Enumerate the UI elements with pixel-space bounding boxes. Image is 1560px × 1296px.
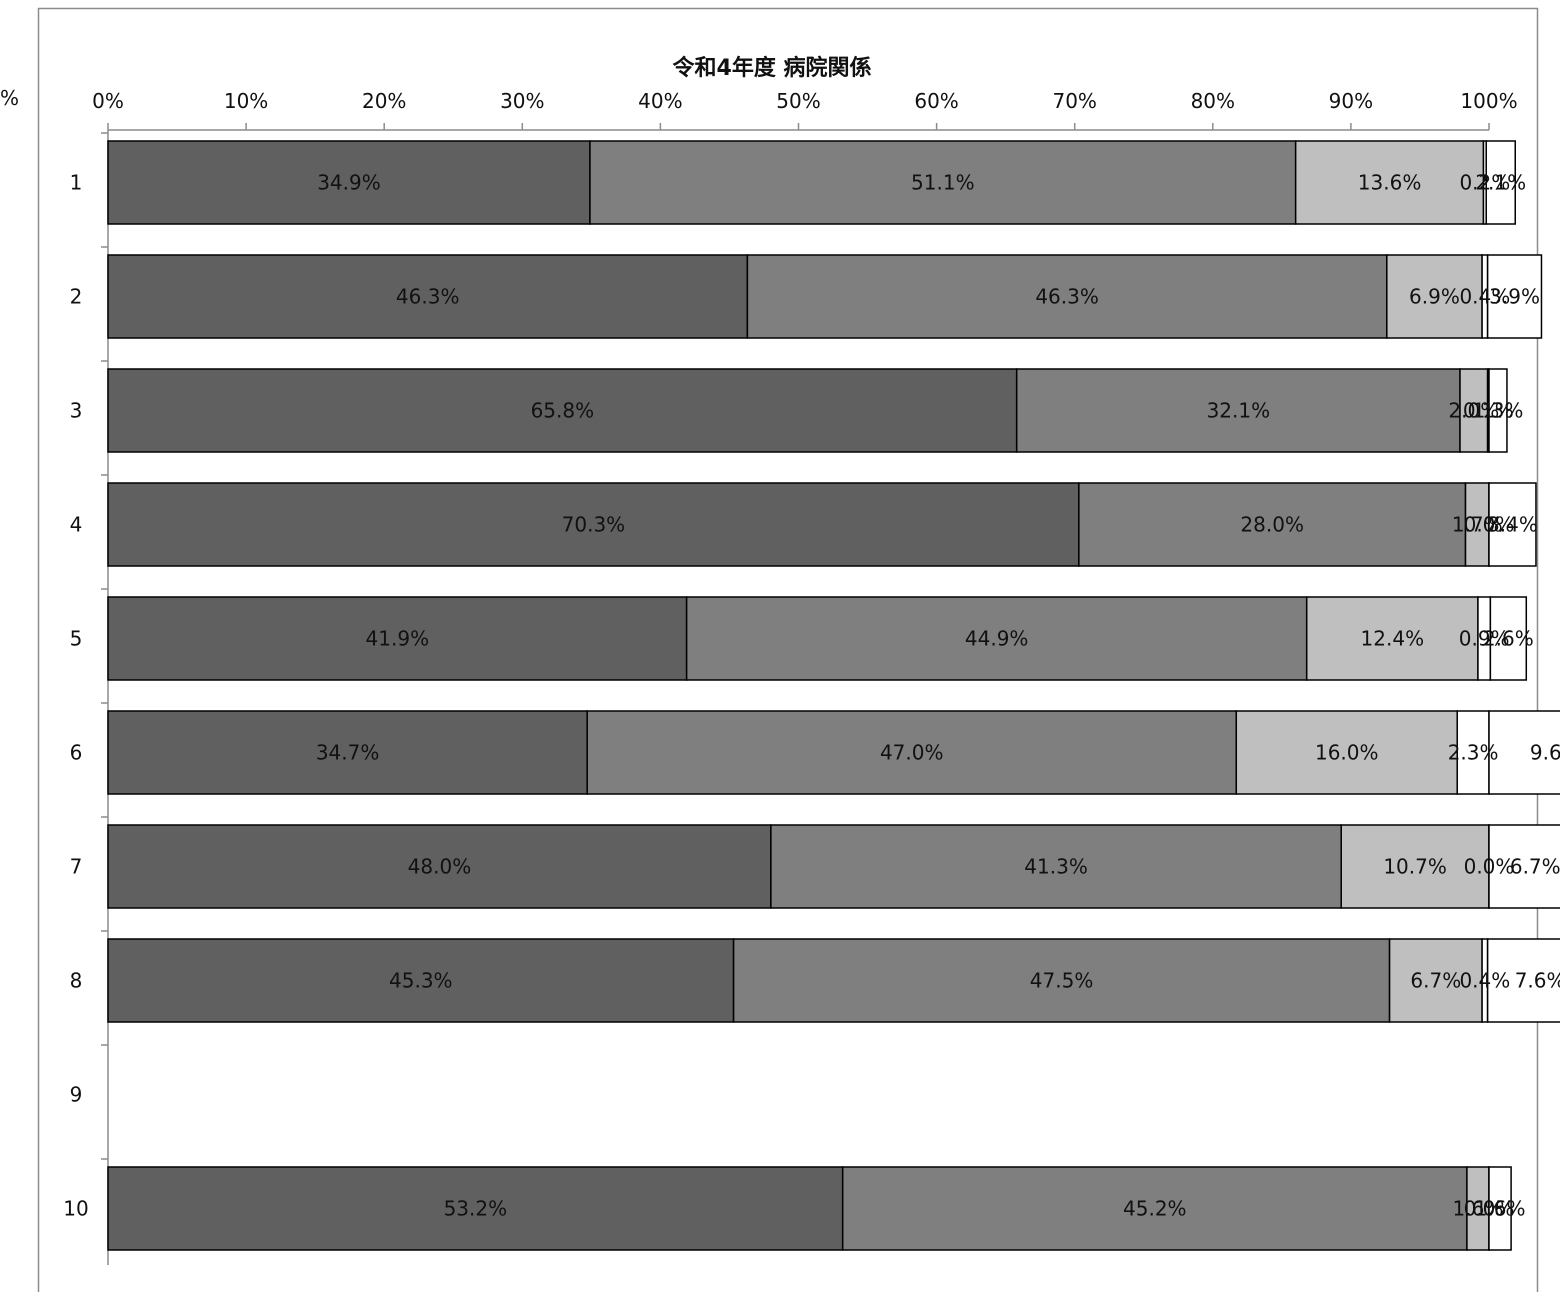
data-label: 53.2% — [444, 1197, 508, 1221]
data-label: 46.3% — [396, 285, 460, 309]
left-edge-fragment: % — [0, 86, 19, 110]
category-label: 7 — [70, 855, 83, 879]
data-label: 70.3% — [562, 513, 626, 537]
data-label: 3.4% — [1487, 513, 1538, 537]
data-label: 41.9% — [366, 627, 430, 651]
category-label: 8 — [70, 969, 83, 993]
x-tick-label: 40% — [638, 89, 682, 113]
category-label: 4 — [70, 513, 83, 537]
data-label: 10.7% — [1383, 855, 1447, 879]
data-label: 32.1% — [1207, 399, 1271, 423]
category-label: 1 — [70, 171, 83, 195]
category-label: 9 — [70, 1083, 83, 1107]
data-label: 28.0% — [1240, 513, 1304, 537]
data-label: 41.3% — [1024, 855, 1088, 879]
category-label: 6 — [70, 741, 83, 765]
x-tick-label: 30% — [500, 89, 544, 113]
data-label: 2.3% — [1448, 741, 1499, 765]
data-label: 47.0% — [880, 741, 944, 765]
x-tick-label: 70% — [1052, 89, 1096, 113]
category-label: 3 — [70, 399, 83, 423]
chart-title: 令和4年度 病院関係 — [673, 55, 872, 81]
category-label: 2 — [70, 285, 83, 309]
x-tick-label: 10% — [224, 89, 268, 113]
x-tick-label: 20% — [362, 89, 406, 113]
data-label: 3.9% — [1489, 285, 1540, 309]
data-label: 12.4% — [1361, 627, 1425, 651]
x-tick-label: 50% — [776, 89, 820, 113]
x-tick-label: 0% — [92, 89, 124, 113]
data-label: 47.5% — [1030, 969, 1094, 993]
data-label: 48.0% — [408, 855, 472, 879]
data-label: 34.7% — [316, 741, 380, 765]
data-label: 0.0% — [1464, 855, 1515, 879]
data-label: 16.0% — [1315, 741, 1379, 765]
data-label: 34.9% — [317, 171, 381, 195]
data-label: 6.9% — [1409, 285, 1460, 309]
data-label: 44.9% — [965, 627, 1029, 651]
x-tick-label: 80% — [1191, 89, 1235, 113]
data-label: 13.6% — [1358, 171, 1422, 195]
data-label: 45.2% — [1123, 1197, 1187, 1221]
data-label: 65.8% — [531, 399, 595, 423]
data-label: 9.6% — [1530, 741, 1560, 765]
data-label: 51.1% — [911, 171, 975, 195]
data-label: 0.4% — [1459, 969, 1510, 993]
data-label: 6.7% — [1410, 969, 1461, 993]
data-label: 46.3% — [1035, 285, 1099, 309]
data-label: 7.6% — [1515, 969, 1560, 993]
data-label: 6.7% — [1510, 855, 1560, 879]
x-tick-label: 60% — [914, 89, 958, 113]
x-tick-label: 90% — [1329, 89, 1373, 113]
category-label: 10 — [63, 1197, 88, 1221]
data-label: 2.6% — [1483, 627, 1534, 651]
data-label: 1.6% — [1475, 1197, 1526, 1221]
x-tick-label: 100% — [1460, 89, 1517, 113]
data-label: 1.3% — [1473, 399, 1524, 423]
data-label: 2.1% — [1475, 171, 1526, 195]
bars-layer — [108, 141, 1560, 1250]
data-label: 45.3% — [389, 969, 453, 993]
category-label: 5 — [70, 627, 83, 651]
